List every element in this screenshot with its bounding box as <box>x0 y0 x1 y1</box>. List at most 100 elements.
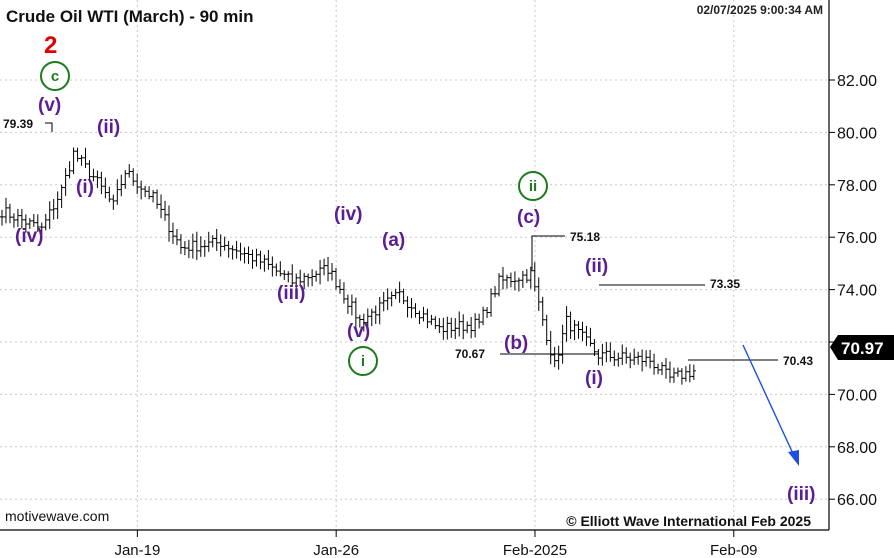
ohlc-bar <box>600 343 605 366</box>
ohlc-bar <box>369 308 374 327</box>
ohlc-bar <box>632 348 637 366</box>
ohlc-bar <box>166 205 171 242</box>
level-70-67-label: 70.67 <box>455 347 485 361</box>
ohlc-bar <box>588 327 593 347</box>
ohlc-bar <box>497 273 501 297</box>
wave-label-i-left: (i) <box>76 177 94 198</box>
ohlc-bar <box>59 184 64 208</box>
ohlc-bar <box>234 240 239 259</box>
ohlc-bar <box>43 213 48 231</box>
grid-lines <box>0 0 829 530</box>
y-tick-label: 66.00 <box>837 492 877 509</box>
svg-text:c: c <box>51 68 59 85</box>
ohlc-bar <box>441 317 446 340</box>
ohlc-bar <box>473 313 478 338</box>
ohlc-bar <box>131 168 136 186</box>
chart-title: Crude Oil WTI (March) - 90 min <box>6 7 253 26</box>
ohlc-bar <box>656 363 661 375</box>
ohlc-bar <box>246 246 251 264</box>
ohlc-bar <box>135 173 140 195</box>
ohlc-bar <box>258 250 263 270</box>
ohlc-bar <box>536 277 541 311</box>
ohlc-bar <box>437 318 442 333</box>
ohlc-bar <box>675 367 680 377</box>
ohlc-bar <box>35 214 40 232</box>
level-75-18-line <box>531 235 565 270</box>
wave-label-c-mid: (c) <box>517 207 540 228</box>
ohlc-bar <box>687 364 692 383</box>
copyright: © Elliott Wave International Feb 2025 <box>566 513 811 529</box>
wave-label-i-right: (i) <box>585 368 603 389</box>
x-tick-label: Feb-2025 <box>503 542 567 558</box>
y-tick-label: 80.00 <box>837 125 877 142</box>
ohlc-bar <box>389 291 394 307</box>
ohlc-bar <box>143 185 148 198</box>
ohlc-bar <box>397 281 402 303</box>
ohlc-bar <box>51 198 56 220</box>
ohlc-bar <box>644 350 649 367</box>
ohlc-bar <box>294 273 299 294</box>
ohlc-bar <box>596 348 601 366</box>
ohlc-bar <box>568 311 573 339</box>
ohlc-bar <box>95 170 100 189</box>
ohlc-bar <box>485 307 490 318</box>
ohlc-bar <box>493 286 498 298</box>
x-tick-label: Jan-26 <box>313 542 359 558</box>
ohlc-bar <box>7 203 12 224</box>
ohlc-bar <box>3 197 8 224</box>
ohlc-bar <box>230 245 235 260</box>
ohlc-bar <box>648 349 653 369</box>
ohlc-bar <box>409 297 414 319</box>
ohlc-bar <box>119 174 124 197</box>
y-tick-label: 70.00 <box>837 387 877 404</box>
ohlc-bar <box>242 247 247 264</box>
ohlc-bar <box>210 235 215 248</box>
ohlc-bar <box>63 168 68 196</box>
ohlc-bar <box>671 367 676 383</box>
ohlc-bar <box>548 330 553 365</box>
ohlc-bar <box>377 297 382 325</box>
ohlc-bar <box>616 352 621 367</box>
y-tick-label: 82.00 <box>837 73 877 90</box>
ohlc-bar <box>417 310 422 325</box>
ohlc-bar <box>401 288 406 305</box>
ohlc-bar <box>481 306 486 326</box>
level-79-39-line <box>45 122 53 132</box>
ohlc-bar <box>679 368 684 385</box>
ohlc-bar <box>544 314 549 346</box>
x-tick-label: Jan-19 <box>114 542 160 558</box>
wave-label-iv-mid: (iv) <box>334 204 363 225</box>
projection-arrow <box>742 344 799 466</box>
wave-label-ii-top: (ii) <box>97 117 120 138</box>
ohlc-bar <box>206 231 211 252</box>
price-bars <box>0 147 696 385</box>
ohlc-bar <box>11 213 16 228</box>
wave-label-iii-target: (iii) <box>787 484 816 505</box>
x-axis-ticks: Jan-19 Jan-26 Feb-2025 Feb-09 <box>114 530 758 558</box>
ohlc-bar <box>194 231 199 261</box>
ohlc-bar <box>421 306 426 322</box>
ohlc-bar <box>365 308 370 332</box>
ohlc-bar <box>83 147 88 169</box>
ohlc-bar <box>469 317 474 339</box>
svg-text:i: i <box>361 353 365 370</box>
ohlc-bar <box>266 250 271 270</box>
ohlc-bar <box>429 314 434 325</box>
ohlc-bar <box>556 345 561 370</box>
ohlc-bar <box>87 160 92 181</box>
ohlc-bar <box>477 313 482 329</box>
ohlc-bar <box>47 201 52 229</box>
ohlc-bar <box>103 177 108 199</box>
ohlc-bar <box>67 161 72 179</box>
wave-label-green-i: i <box>348 346 378 376</box>
ohlc-bar <box>640 349 645 372</box>
ohlc-bar <box>262 254 267 272</box>
wave-label-iv-left: (iv) <box>15 226 44 247</box>
ohlc-bar <box>624 347 629 364</box>
ohlc-bar <box>604 342 609 363</box>
ohlc-bar <box>564 306 569 342</box>
ohlc-bar <box>449 317 454 338</box>
ohlc-bar <box>19 209 24 229</box>
ohlc-bar <box>636 351 641 365</box>
